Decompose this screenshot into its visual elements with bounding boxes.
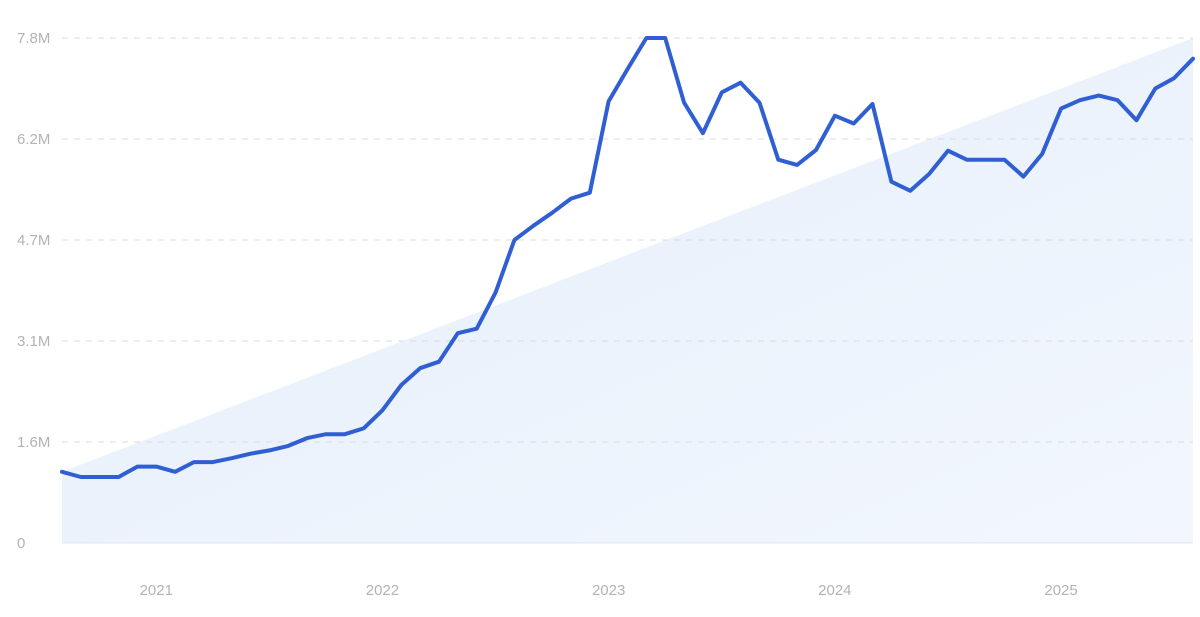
y-tick-label: 0	[17, 535, 25, 552]
x-tick-label: 2022	[366, 582, 399, 599]
y-tick-label: 6.2M	[17, 131, 50, 148]
x-tick-label: 2025	[1044, 582, 1077, 599]
y-tick-label: 1.6M	[17, 434, 50, 451]
y-tick-label: 7.8M	[17, 30, 50, 47]
trend-area	[62, 38, 1193, 543]
y-tick-label: 3.1M	[17, 333, 50, 350]
x-tick-label: 2024	[818, 582, 851, 599]
x-tick-label: 2021	[140, 582, 173, 599]
y-tick-label: 4.7M	[17, 232, 50, 249]
x-tick-label: 2023	[592, 582, 625, 599]
series-line	[60, 36, 1195, 479]
